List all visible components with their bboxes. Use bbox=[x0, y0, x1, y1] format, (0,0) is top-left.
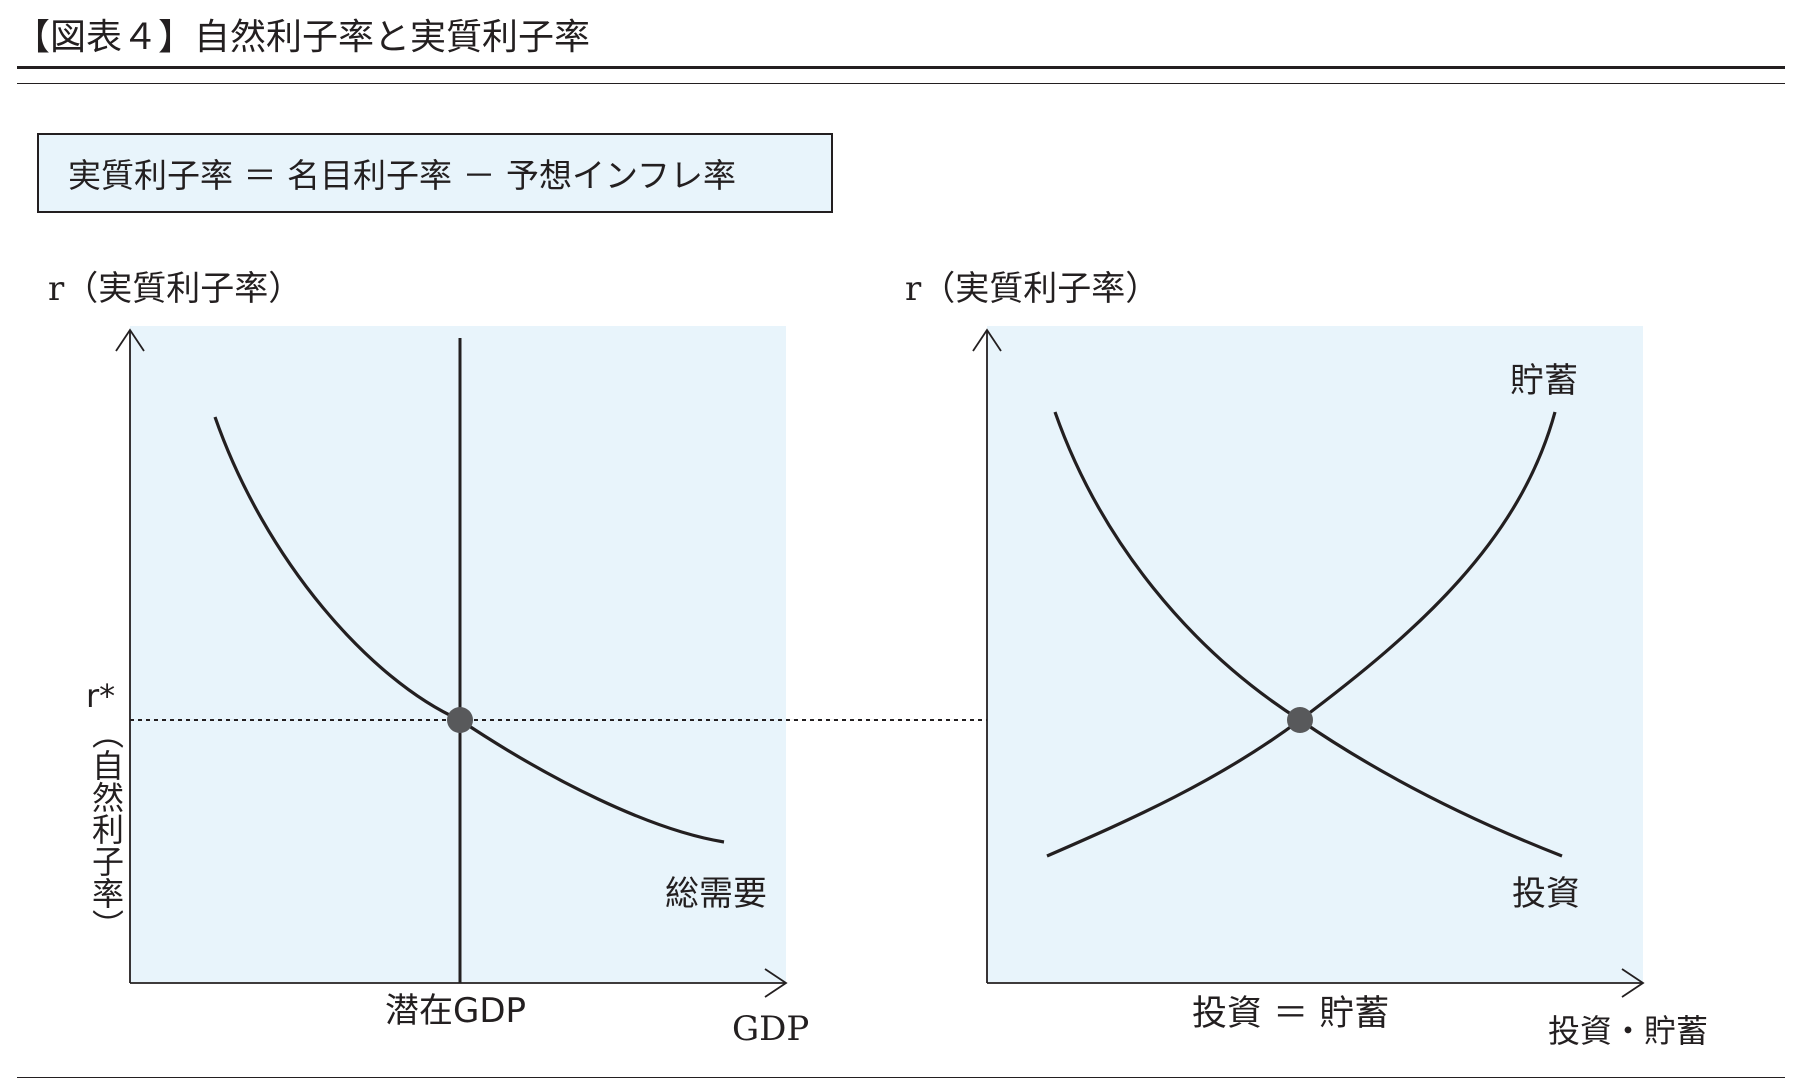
potential-gdp-label: 潜在GDP bbox=[385, 991, 526, 1031]
left-y-axis bbox=[115, 328, 145, 983]
right-x-axis bbox=[987, 968, 1645, 998]
right-panel-background bbox=[987, 326, 1643, 982]
left-equilibrium-point bbox=[447, 707, 473, 733]
right-equilibrium-point bbox=[1287, 707, 1313, 733]
left-panel-background bbox=[130, 326, 786, 982]
formula-box: 実質利子率 ＝ 名目利子率 － 予想インフレ率 bbox=[37, 133, 833, 213]
formula-text: 実質利子率 ＝ 名目利子率 － 予想インフレ率 bbox=[68, 156, 736, 195]
r-star-label: r* bbox=[86, 677, 115, 715]
title-subrule bbox=[17, 83, 1785, 84]
aggregate-demand-label: 総需要 bbox=[665, 874, 767, 914]
left-x-axis bbox=[130, 968, 788, 998]
equilibrium-label: 投資 ＝ 貯蓄 bbox=[1192, 994, 1389, 1034]
figure-title: 【図表４】自然利子率と実質利子率 bbox=[14, 17, 591, 58]
saving-curve bbox=[1046, 411, 1557, 858]
right-y-axis-label: r（実質利子率） bbox=[905, 269, 1159, 309]
natural-rate-label: （自然利子率） bbox=[87, 717, 125, 941]
left-y-axis-label: r（実質利子率） bbox=[48, 269, 302, 309]
right-y-axis bbox=[972, 328, 1002, 983]
bottom-rule bbox=[17, 1077, 1785, 1078]
left-x-axis-label: GDP bbox=[732, 1009, 809, 1049]
right-x-axis-label: 投資・貯蓄 bbox=[1548, 1012, 1708, 1050]
saving-curve-label: 貯蓄 bbox=[1510, 361, 1578, 401]
investment-curve-label: 投資 bbox=[1512, 874, 1580, 914]
title-rule bbox=[17, 66, 1785, 69]
